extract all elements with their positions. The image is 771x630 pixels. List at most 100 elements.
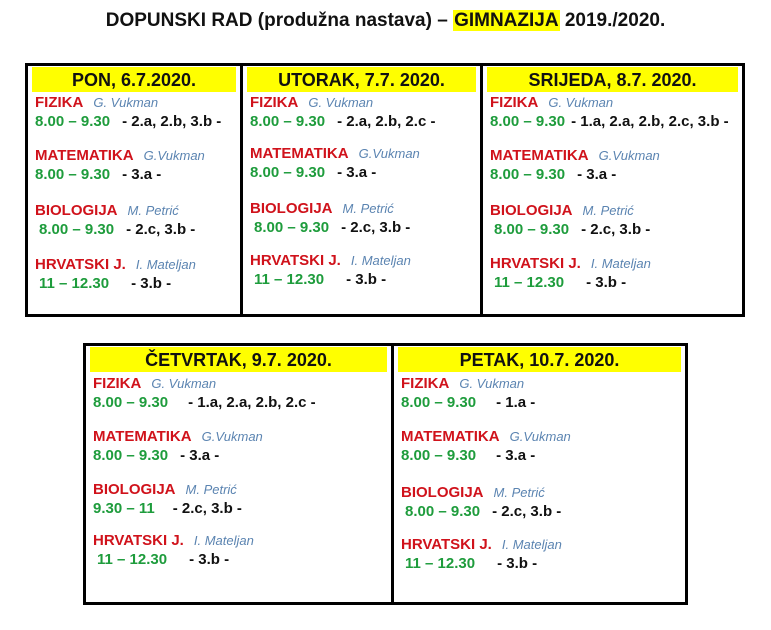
class-list: - 3.a -	[180, 447, 220, 464]
teacher-name: G.Vukman	[143, 148, 205, 163]
class-list: - 3.a -	[496, 447, 536, 464]
teacher-name: M. Petrić	[127, 203, 179, 218]
time-range: 8.00 – 9.30	[254, 219, 330, 236]
teacher-name: I. Mateljan	[590, 256, 651, 271]
day-card-thursday: ČETVRTAK, 9.7. 2020. FIZIKA G. Vukman 8.0…	[86, 346, 394, 602]
day-heading: UTORAK, 7.7. 2020.	[247, 67, 476, 92]
teacher-name: G. Vukman	[308, 95, 374, 110]
subject-name: FIZIKA	[35, 94, 84, 111]
subject-name: BIOLOGIJA	[490, 202, 573, 219]
subject-block: FIZIKA G. Vukman 8.00 – 9.30 - 2.a, 2.b, 2…	[250, 93, 476, 131]
subject-name: FIZIKA	[490, 94, 539, 111]
subject-name: FIZIKA	[250, 94, 299, 111]
subject-name: MATEMATIKA	[401, 428, 500, 445]
class-list: - 3.a -	[122, 166, 162, 183]
subject-name: FIZIKA	[93, 375, 142, 392]
time-range: 8.00 – 9.30	[494, 221, 570, 238]
subject-block: BIOLOGIJA M. Petrić 8.00 – 9.30 - 2.c, 3.b…	[250, 199, 476, 237]
subject-name: HRVATSKI J.	[401, 536, 492, 553]
teacher-name: M. Petrić	[493, 485, 545, 500]
class-list: - 2.c, 3.b -	[341, 219, 411, 236]
time-range: 8.00 – 9.30	[93, 447, 169, 464]
teacher-name: G. Vukman	[548, 95, 614, 110]
teacher-name: I. Mateljan	[193, 533, 254, 548]
teacher-name: G. Vukman	[459, 376, 525, 391]
day-heading: PON, 6.7.2020.	[32, 67, 236, 92]
time-range: 8.00 – 9.30	[35, 113, 111, 130]
title-prefix: DOPUNSKI RAD (produžna nastava) –	[105, 10, 454, 31]
subject-name: HRVATSKI J.	[93, 532, 184, 549]
page-title: DOPUNSKI RAD (produžna nastava) – GIMNAZ…	[0, 10, 771, 32]
subject-block: BIOLOGIJA M. Petrić 8.00 – 9.30 - 2.c, 3.b…	[401, 483, 681, 521]
subject-block: MATEMATIKA G.Vukman 8.00 – 9.30 - 3.a -	[93, 427, 387, 465]
day-card-wednesday: SRIJEDA, 8.7. 2020. FIZIKA G. Vukman 8.00…	[483, 66, 742, 314]
teacher-name: I. Mateljan	[501, 537, 562, 552]
class-list: - 2.c, 3.b -	[126, 221, 196, 238]
class-list: - 3.a -	[337, 164, 377, 181]
teacher-name: G.Vukman	[509, 429, 571, 444]
subject-name: BIOLOGIJA	[401, 484, 484, 501]
class-list: - 3.b -	[131, 275, 172, 292]
subject-name: MATEMATIKA	[250, 145, 349, 162]
time-range: 8.00 – 9.30	[35, 166, 111, 183]
day-heading: SRIJEDA, 8.7. 2020.	[487, 67, 738, 92]
time-range: 8.00 – 9.30	[490, 166, 566, 183]
teacher-name: I. Mateljan	[350, 253, 411, 268]
teacher-name: I. Mateljan	[135, 257, 196, 272]
subject-block: FIZIKA G. Vukman 8.00 – 9.30 - 1.a, 2.a, 2…	[93, 374, 387, 412]
schedule-row-2: ČETVRTAK, 9.7. 2020. FIZIKA G. Vukman 8.0…	[83, 343, 688, 605]
time-range: 8.00 – 9.30	[490, 113, 566, 130]
class-list: - 3.b -	[586, 274, 627, 291]
time-range: 11 – 12.30	[254, 271, 325, 288]
subject-name: BIOLOGIJA	[250, 200, 333, 217]
class-list: - 3.b -	[497, 555, 538, 572]
time-range: 8.00 – 9.30	[405, 503, 481, 520]
title-highlight: GIMNAZIJA	[453, 10, 560, 31]
time-range: 11 – 12.30	[405, 555, 476, 572]
teacher-name: G.Vukman	[201, 429, 263, 444]
day-card-monday: PON, 6.7.2020. FIZIKA G. Vukman 8.00 – 9.…	[28, 66, 243, 314]
subject-block: BIOLOGIJA M. Petrić 9.30 – 11 - 2.c, 3.b -	[93, 480, 387, 518]
subject-block: FIZIKA G. Vukman 8.00 – 9.30 - 1.a, 2.a, 2…	[490, 93, 738, 131]
time-range: 8.00 – 9.30	[93, 394, 169, 411]
subject-block: MATEMATIKA G.Vukman 8.00 – 9.30 - 3.a -	[250, 144, 476, 182]
subject-block: BIOLOGIJA M. Petrić 8.00 – 9.30 - 2.c, 3.b…	[35, 201, 236, 239]
class-list: - 2.c, 3.b -	[172, 500, 242, 517]
subject-name: HRVATSKI J.	[250, 252, 341, 269]
teacher-name: G.Vukman	[358, 146, 420, 161]
class-list: - 1.a -	[496, 394, 536, 411]
subject-name: MATEMATIKA	[35, 147, 134, 164]
day-heading: PETAK, 10.7. 2020.	[398, 347, 681, 372]
class-list: - 3.a -	[577, 166, 617, 183]
time-range: 8.00 – 9.30	[401, 394, 477, 411]
subject-block: FIZIKA G. Vukman 8.00 – 9.30 - 1.a -	[401, 374, 681, 412]
time-range: 11 – 12.30	[494, 274, 565, 291]
subject-block: HRVATSKI J. I. Mateljan 11 – 12.30 - 3.b -	[401, 535, 681, 573]
teacher-name: G.Vukman	[598, 148, 660, 163]
subject-block: HRVATSKI J. I. Mateljan 11 – 12.30 - 3.b -	[35, 255, 236, 293]
subject-name: MATEMATIKA	[93, 428, 192, 445]
teacher-name: M. Petrić	[342, 201, 394, 216]
class-list: - 2.a, 2.b, 3.b -	[122, 113, 222, 130]
time-range: 9.30 – 11	[93, 500, 155, 517]
title-suffix: 2019./2020.	[559, 10, 666, 31]
subject-block: FIZIKA G. Vukman 8.00 – 9.30 - 2.a, 2.b, 3…	[35, 93, 236, 131]
class-list: - 2.c, 3.b -	[581, 221, 651, 238]
time-range: 8.00 – 9.30	[250, 113, 326, 130]
day-card-friday: PETAK, 10.7. 2020. FIZIKA G. Vukman 8.00 …	[394, 346, 685, 602]
subject-block: BIOLOGIJA M. Petrić 8.00 – 9.30 - 2.c, 3.b…	[490, 201, 738, 239]
subject-block: MATEMATIKA G.Vukman 8.00 – 9.30 - 3.a -	[35, 146, 236, 184]
subject-name: BIOLOGIJA	[35, 202, 118, 219]
subject-name: HRVATSKI J.	[35, 256, 126, 273]
class-list: - 2.c, 3.b -	[492, 503, 562, 520]
teacher-name: M. Petrić	[185, 482, 237, 497]
teacher-name: M. Petrić	[582, 203, 634, 218]
class-list: - 1.a, 2.a, 2.b, 2.c -	[188, 394, 316, 411]
teacher-name: G. Vukman	[151, 376, 217, 391]
subject-block: MATEMATIKA G.Vukman 8.00 – 9.30 - 3.a -	[490, 146, 738, 184]
subject-name: HRVATSKI J.	[490, 255, 581, 272]
subject-name: MATEMATIKA	[490, 147, 589, 164]
time-range: 11 – 12.30	[39, 275, 110, 292]
time-range: 8.00 – 9.30	[401, 447, 477, 464]
subject-block: HRVATSKI J. I. Mateljan 11 – 12.30 - 3.b -	[250, 251, 476, 289]
